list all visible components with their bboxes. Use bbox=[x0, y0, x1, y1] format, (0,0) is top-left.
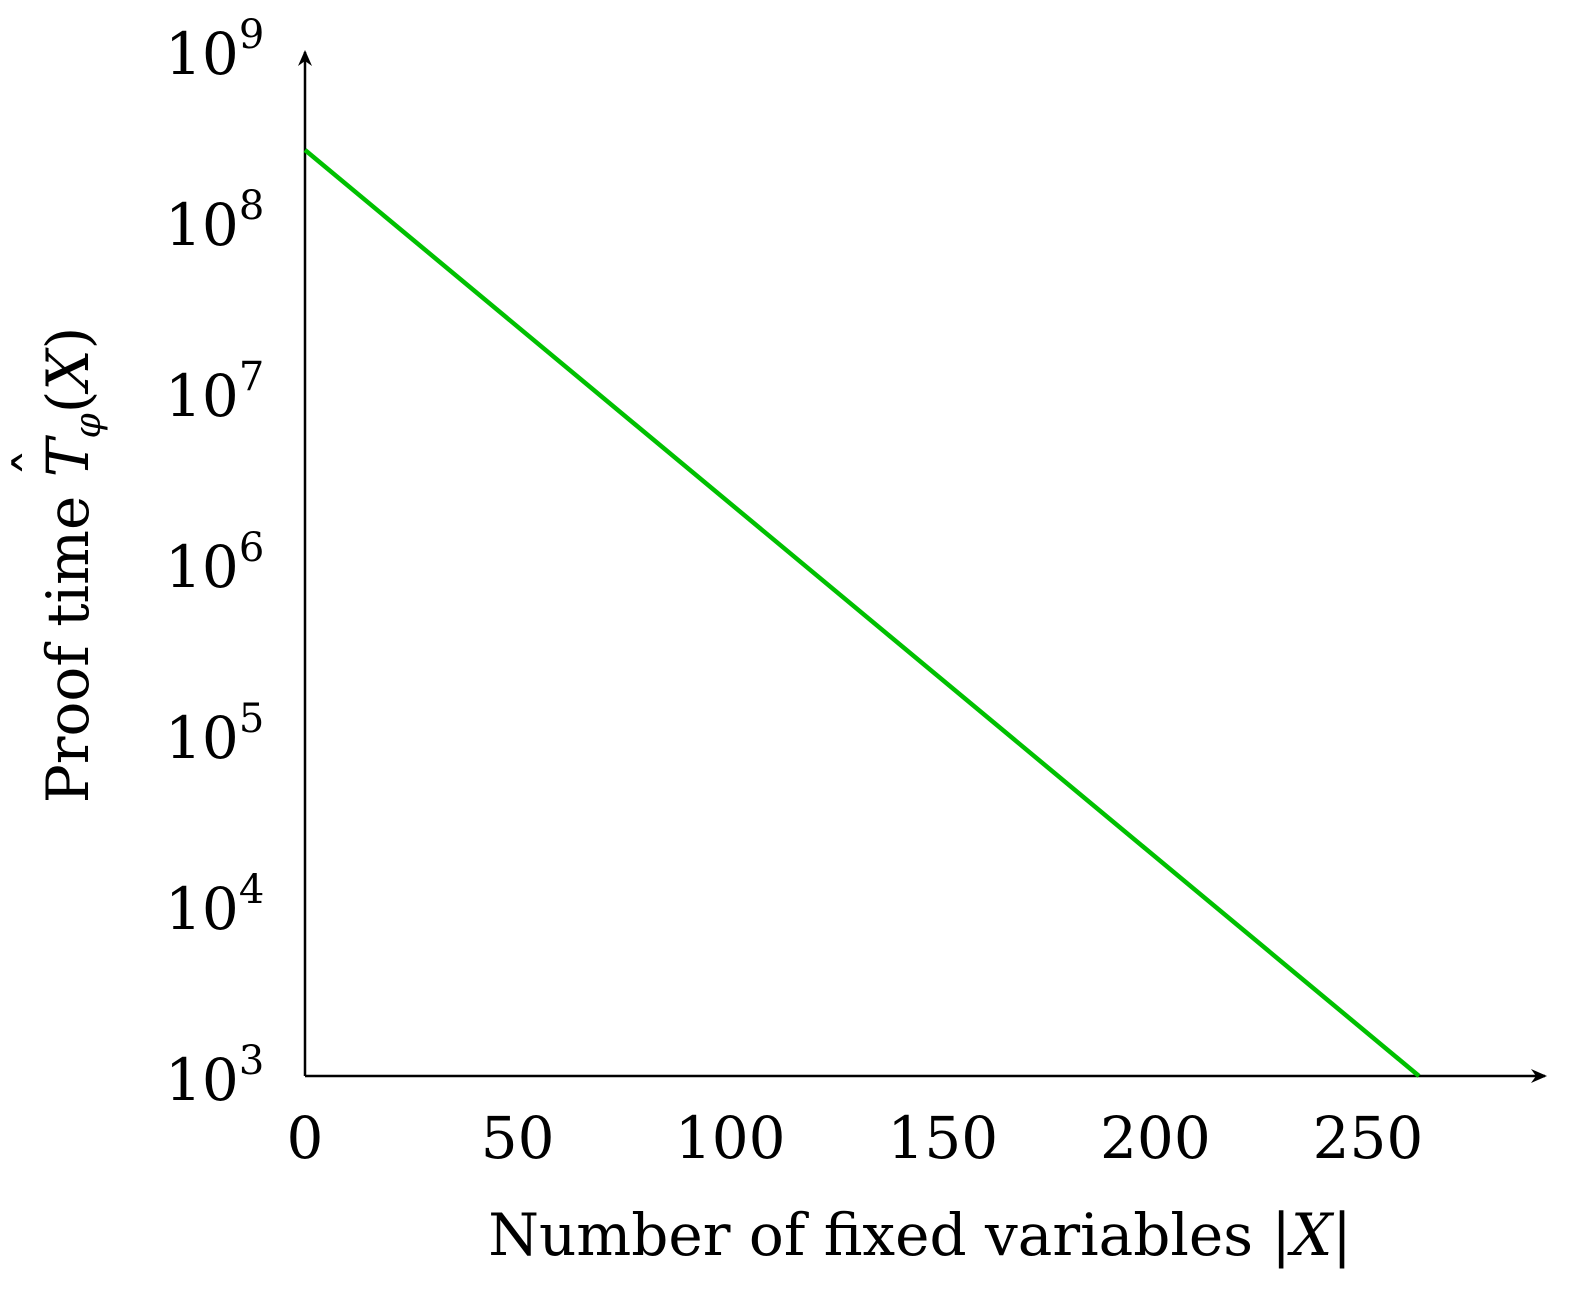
x-axis-label-bar-right: | bbox=[1332, 1201, 1352, 1269]
y-tick-base: 10 bbox=[165, 191, 239, 259]
series-line-0 bbox=[303, 148, 1421, 1078]
y-tick-base: 10 bbox=[165, 1046, 239, 1114]
y-tick-exponent: 8 bbox=[239, 183, 264, 229]
y-tick-exponent: 6 bbox=[239, 525, 264, 571]
y-axis-label-hat: ˆ bbox=[4, 448, 72, 477]
y-tick-base: 10 bbox=[165, 875, 239, 943]
x-axis-label-var: X bbox=[1287, 1201, 1335, 1269]
y-axis-label: Proof time Tφ(X) bbox=[34, 327, 109, 804]
x-tick-label: 100 bbox=[675, 1104, 786, 1172]
y-tick-label: 103 bbox=[165, 1038, 264, 1114]
y-axis-label-close-paren: ) bbox=[34, 327, 102, 350]
y-tick-exponent: 4 bbox=[239, 867, 264, 913]
y-tick-label: 105 bbox=[165, 696, 264, 772]
x-axis-label-text: Number of fixed variables bbox=[488, 1201, 1271, 1269]
y-axis-label-open-paren: ( bbox=[34, 391, 102, 414]
y-tick-label: 104 bbox=[165, 867, 264, 943]
y-axis-label-subscript: φ bbox=[68, 413, 109, 439]
y-tick-exponent: 9 bbox=[239, 12, 264, 58]
y-tick-exponent: 5 bbox=[239, 696, 264, 742]
x-tick-label: 250 bbox=[1313, 1104, 1424, 1172]
y-tick-base: 10 bbox=[165, 704, 239, 772]
x-tick-label: 0 bbox=[287, 1104, 324, 1172]
y-tick-exponent: 3 bbox=[239, 1038, 264, 1084]
y-tick-label: 109 bbox=[165, 12, 264, 88]
y-tick-base: 10 bbox=[165, 20, 239, 88]
x-axis-label-bar-left: | bbox=[1271, 1201, 1291, 1269]
y-tick-label: 107 bbox=[165, 354, 264, 430]
x-axis-label: Number of fixed variables |X| bbox=[488, 1201, 1352, 1269]
y-tick-label: 108 bbox=[165, 183, 264, 259]
y-axis-label-text: Proof time bbox=[34, 477, 102, 803]
y-tick-base: 10 bbox=[165, 362, 239, 430]
y-tick-exponent: 7 bbox=[239, 354, 264, 400]
x-tick-label: 50 bbox=[481, 1104, 555, 1172]
x-tick-label: 150 bbox=[887, 1104, 998, 1172]
x-tick-label: 200 bbox=[1100, 1104, 1211, 1172]
y-axis-label-var: T bbox=[34, 434, 102, 477]
y-tick-label: 106 bbox=[165, 525, 264, 601]
y-tick-base: 10 bbox=[165, 533, 239, 601]
y-axis-label-arg: X bbox=[34, 347, 102, 395]
